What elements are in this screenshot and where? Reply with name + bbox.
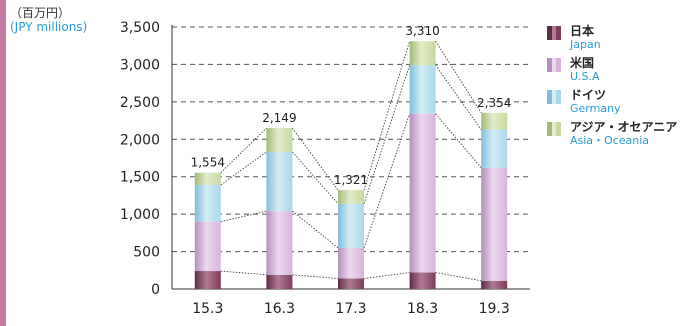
bar-segment [266,274,293,289]
bar-segment [338,247,364,279]
bar-segment [409,113,436,273]
y-tick-label: 500 [133,245,160,261]
connector-line [363,272,410,279]
connector-line [220,127,267,173]
connector-line [292,210,339,249]
bar-segment [481,129,508,168]
bar-segment [338,278,364,289]
legend-swatch [547,58,562,72]
bar-segment [266,128,293,153]
y-tick-label: 2,500 [120,95,160,111]
connector-line [292,127,339,191]
bar-total-label: 1,554 [191,156,225,170]
legend-label-en: U.S.A [570,70,600,83]
legend-swatch [547,90,562,104]
legend: 日本 Japan 米国 U.S.A ドイツ Germany アジア・オセアニア Asia・Oc… [544,24,677,152]
connector-line [220,151,267,186]
y-tick-label: 3,500 [120,20,160,36]
legend-item: アジア・オセアニア Asia・Oceania [544,120,677,152]
bar-segment [194,184,221,222]
connector-line [220,270,267,276]
bar-segment [194,271,221,289]
x-tick-label: 19.3 [479,301,510,317]
bar-segment [266,211,293,275]
legend-label-en: Japan [570,38,601,51]
legend-label-ja: ドイツ [570,88,607,102]
legend-label-ja: 日本 [570,24,595,38]
bar-segment [409,272,436,289]
legend-swatch [547,122,562,136]
bar-segment [409,41,436,66]
legend-item: 日本 Japan [544,24,677,56]
y-tick-label: 3,000 [120,57,160,73]
bar-total-label: 1,321 [334,173,368,187]
unit-label-en: (JPY millions) [10,20,88,34]
connector-line [363,113,411,248]
x-tick-label: 17.3 [335,301,366,317]
bar-segment [481,112,508,130]
connector-line [363,41,411,191]
bar-segment [481,167,508,281]
connector-line [435,64,482,130]
legend-label-ja: アジア・オセアニア [570,120,678,134]
connector-line [292,274,339,279]
legend-label-en: Germany [570,102,621,115]
x-tick-label: 16.3 [264,301,295,317]
legend-label-ja: 米国 [570,56,595,70]
bar-total-label: 2,149 [262,111,296,125]
legend-item: 米国 U.S.A [544,56,677,88]
bar-total-label: 2,354 [477,96,511,110]
accent-bar [0,0,6,326]
legend-item: ドイツ Germany [544,88,677,120]
bar-segment [481,280,508,289]
bar-segment [338,203,364,248]
connector-line [292,151,339,204]
connector-line [220,210,267,223]
unit-label-ja: （百万円） [10,6,71,20]
bar-segment [409,65,436,114]
connector-line [435,272,482,282]
legend-label-en: Asia・Oceania [570,134,650,147]
connector-line [435,40,482,114]
bar-total-label: 3,310 [405,24,439,38]
y-tick-label: 1,500 [120,170,160,186]
legend-swatch [547,26,562,40]
unit-label: （百万円） (JPY millions) [10,6,87,34]
connector-line [363,65,411,204]
bar-segment [194,172,221,185]
y-tick-label: 1,000 [120,207,160,223]
bar-segment [266,152,293,212]
bar-segment [338,190,364,204]
connector-line [435,113,482,169]
bar-segment [194,221,221,272]
x-tick-label: 18.3 [407,301,438,317]
y-tick-label: 0 [151,282,160,298]
y-tick-label: 2,000 [120,132,160,148]
x-tick-label: 15.3 [192,301,223,317]
